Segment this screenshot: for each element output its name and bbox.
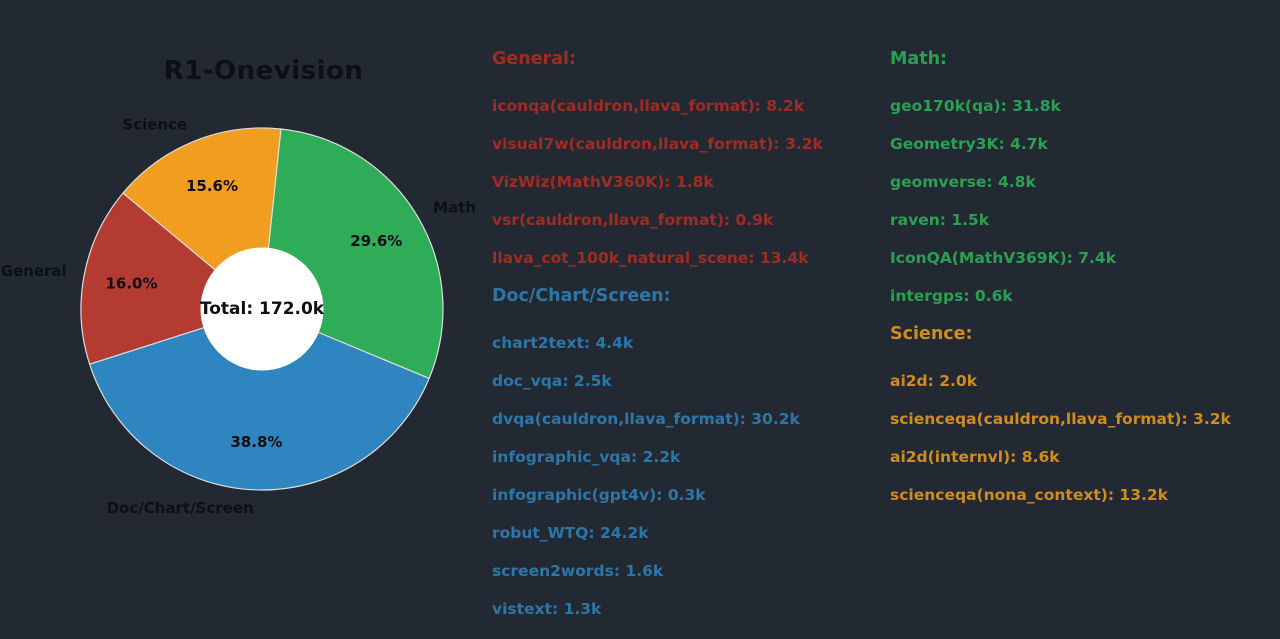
dataset-item-dvqa-cauldron-llava-format: dvqa(cauldron,llava_format): 30.2k xyxy=(492,410,800,428)
section-heading-doc-chart-screen: Doc/Chart/Screen: xyxy=(492,286,671,306)
dataset-item-geometry3k: Geometry3K: 4.7k xyxy=(890,135,1048,153)
pie-percent-label-general: 16.0% xyxy=(105,275,157,293)
dataset-item-geomverse: geomverse: 4.8k xyxy=(890,173,1036,191)
pie-category-label-general: General xyxy=(1,262,67,280)
dataset-item-vsr-cauldron-llava-format: vsr(cauldron,llava_format): 0.9k xyxy=(492,211,774,229)
dataset-item-chart2text: chart2text: 4.4k xyxy=(492,334,634,352)
dataset-item-ai2d-internvl: ai2d(internvl): 8.6k xyxy=(890,448,1060,466)
dataset-item-screen2words: screen2words: 1.6k xyxy=(492,562,664,580)
dataset-item-infographic-gpt4v: infographic(gpt4v): 0.3k xyxy=(492,486,706,504)
section-heading-general: General: xyxy=(492,49,576,69)
dataset-item-iconqa-cauldron-llava-format: iconqa(cauldron,llava_format): 8.2k xyxy=(492,97,805,115)
donut-chart-svg: Total: 172.0k 29.6% Math 38.8% Doc/Chart/Scr… xyxy=(1,116,476,517)
pie-category-label-science: Science xyxy=(122,116,187,134)
pie-percent-label-doc-chart-screen: 38.8% xyxy=(230,433,282,451)
section-heading-science: Science: xyxy=(890,324,973,344)
dataset-item-ai2d: ai2d: 2.0k xyxy=(890,372,978,390)
dataset-item-vistext: vistext: 1.3k xyxy=(492,600,602,618)
pie-percent-label-science: 15.6% xyxy=(186,177,238,195)
section-heading-math: Math: xyxy=(890,49,948,69)
legend-column-2: Math: geo170k(qa): 31.8k Geometry3K: 4.7k g… xyxy=(890,40,1231,514)
legend-column-1: General: iconqa(cauldron,llava_format): 8… xyxy=(492,40,823,628)
dataset-item-vizwiz-mathv360k: VizWiz(MathV360K): 1.8k xyxy=(492,173,714,191)
dataset-item-visual7w-cauldron-llava-format: visual7w(cauldron,llava_format): 3.2k xyxy=(492,135,823,153)
dataset-item-scienceqa-nona-context: scienceqa(nona_context): 13.2k xyxy=(890,486,1168,504)
dataset-item-raven: raven: 1.5k xyxy=(890,211,990,229)
dataset-item-scienceqa-cauldron-llava-format: scienceqa(cauldron,llava_format): 3.2k xyxy=(890,410,1231,428)
pie-category-label-doc-chart-screen: Doc/Chart/Screen xyxy=(107,499,254,517)
dataset-item-iconqa-mathv369k: IconQA(MathV369K): 7.4k xyxy=(890,249,1117,267)
pie-category-label-math: Math xyxy=(433,198,476,216)
dataset-item-doc-vqa: doc_vqa: 2.5k xyxy=(492,372,612,390)
dataset-item-intergps: intergps: 0.6k xyxy=(890,287,1013,305)
dataset-item-geo170k-qa: geo170k(qa): 31.8k xyxy=(890,97,1061,115)
dataset-item-llava-cot-100k-natural-scene: llava_cot_100k_natural_scene: 13.4k xyxy=(492,249,809,267)
pie-slice-doc-chart-screen xyxy=(89,308,430,491)
dataset-item-robut-wtq: robut_WTQ: 24.2k xyxy=(492,524,649,542)
pie-percent-label-math: 29.6% xyxy=(350,232,402,250)
donut-center-total-label: Total: 172.0k xyxy=(200,299,325,319)
chart-title: R1-Onevision xyxy=(163,56,364,86)
donut-hole xyxy=(200,247,324,371)
dataset-item-infographic-vqa: infographic_vqa: 2.2k xyxy=(492,448,681,466)
